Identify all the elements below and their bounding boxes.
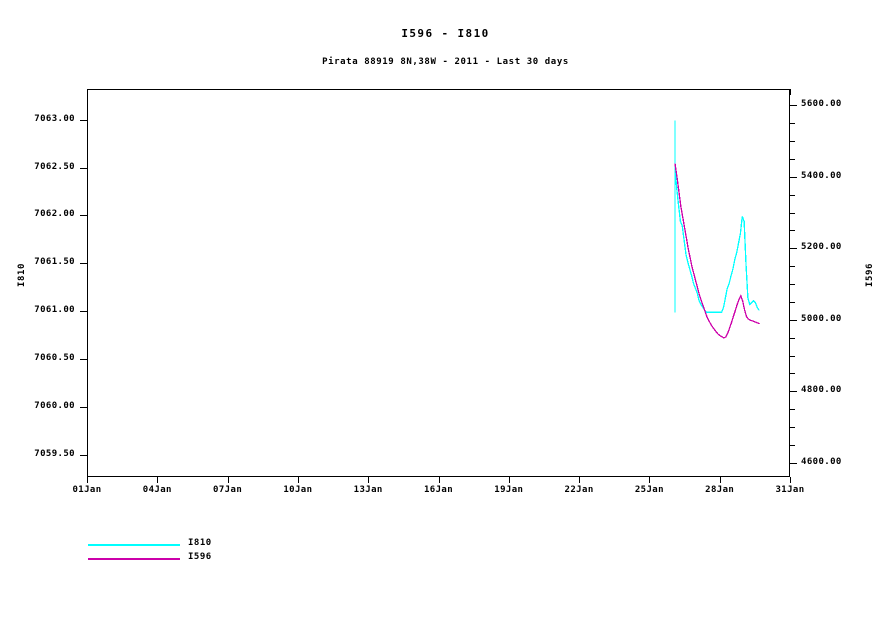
x-axis-tick (579, 477, 581, 483)
x-axis-tick-label: 04Jan (142, 485, 172, 495)
y-axis-right-tick-label: 5000.00 (801, 313, 842, 324)
x-axis-tick (227, 477, 229, 483)
x-axis-tick (297, 477, 299, 483)
y-axis-label-right: I596 (865, 262, 875, 288)
y-axis-left-tick (80, 263, 87, 265)
x-axis-tick (508, 477, 510, 483)
y-axis-left-tick (80, 359, 87, 361)
y-axis-right-minor-tick (790, 194, 795, 196)
y-axis-right-tick-label: 5600.00 (801, 99, 842, 110)
y-axis-right-tick (790, 248, 797, 250)
y-axis-left-tick (80, 407, 87, 409)
legend-color-swatch (88, 544, 180, 546)
y-axis-left-tick (80, 215, 87, 217)
y-axis-left-tick-label: 7063.00 (34, 113, 75, 124)
y-axis-right-minor-tick (790, 301, 795, 303)
legend: I810 I596 (88, 538, 228, 566)
x-axis-tick (719, 477, 721, 483)
y-axis-left-tick-label: 7062.00 (34, 209, 75, 220)
y-axis-right-minor-tick (790, 230, 795, 232)
y-axis-right-minor-tick (790, 284, 795, 286)
series-canvas (674, 120, 760, 339)
x-axis-tick (649, 477, 651, 483)
x-axis-tick-label: 25Jan (634, 485, 664, 495)
legend-color-swatch (88, 558, 180, 560)
y-axis-left-tick-label: 7062.50 (34, 161, 75, 172)
y-axis-left-tick-label: 7061.50 (34, 257, 75, 268)
x-axis-tick-label: 22Jan (564, 485, 594, 495)
x-axis-tick-label: 31Jan (775, 485, 805, 495)
y-axis-left-tick-label: 7060.00 (34, 401, 75, 412)
y-axis-right-tick-label: 5200.00 (801, 242, 842, 253)
x-axis-tick-label: 16Jan (423, 485, 454, 495)
legend-item[interactable]: I810 (88, 538, 228, 552)
y-axis-right-minor-tick (790, 444, 795, 446)
x-axis-tick (790, 477, 791, 483)
y-axis-right-minor-tick (790, 355, 795, 357)
legend-item[interactable]: I596 (88, 552, 228, 566)
x-axis-tick-label: 19Jan (494, 485, 524, 495)
y-axis-right-minor-tick (790, 426, 795, 428)
x-axis-tick-label: 07Jan (213, 485, 243, 495)
y-axis-left-tick-label: 7060.50 (34, 353, 75, 364)
y-axis-left-tick (80, 167, 87, 169)
legend-item-label: I596 (188, 552, 212, 562)
x-axis-tick (87, 477, 88, 483)
page-title: I596 - I810 (401, 27, 490, 40)
x-axis-tick-label: 28Jan (705, 485, 735, 495)
y-axis-right-minor-tick (790, 212, 795, 214)
legend-item-label: I810 (188, 538, 212, 548)
x-axis-tick-label: 13Jan (353, 485, 383, 495)
x-axis-tick-label: 01Jan (72, 485, 102, 495)
y-axis-right-tick-label: 5400.00 (801, 170, 842, 181)
x-axis-tick-label: 10Jan (283, 485, 313, 495)
x-axis-top-tick (790, 89, 791, 95)
y-axis-right-minor-tick (790, 141, 795, 143)
y-axis-label-left: I810 (17, 262, 27, 288)
y-axis-right-minor-tick (790, 266, 795, 268)
y-axis-left-tick (80, 119, 87, 121)
y-axis-left-tick-label: 7061.00 (34, 305, 75, 316)
y-axis-right-minor-tick (790, 337, 795, 339)
y-axis-right-minor-tick (790, 373, 795, 375)
y-axis-right-minor-tick (790, 123, 795, 125)
y-axis-right-tick (790, 391, 797, 393)
chart-subtitle: Pirata 88919 8N,38W - 2011 - Last 30 day… (322, 57, 569, 67)
y-axis-right-tick (790, 319, 797, 321)
x-axis-tick (438, 477, 440, 483)
x-axis-tick (157, 477, 159, 483)
y-axis-right-tick-label: 4600.00 (801, 456, 842, 467)
y-axis-left-tick (80, 311, 87, 313)
x-axis-tick (368, 477, 370, 483)
plot-area (87, 89, 790, 477)
y-axis-right-tick (790, 462, 797, 464)
y-axis-right-minor-tick (790, 159, 795, 161)
series-line-i810 (674, 120, 760, 313)
y-axis-left-tick (80, 454, 87, 456)
y-axis-right-minor-tick (790, 409, 795, 411)
y-axis-left-tick-label: 7059.50 (34, 448, 75, 459)
y-axis-right-tick (790, 176, 797, 178)
series-line-i596 (674, 163, 760, 339)
y-axis-right-tick (790, 105, 797, 107)
y-axis-right-tick-label: 4800.00 (801, 385, 842, 396)
